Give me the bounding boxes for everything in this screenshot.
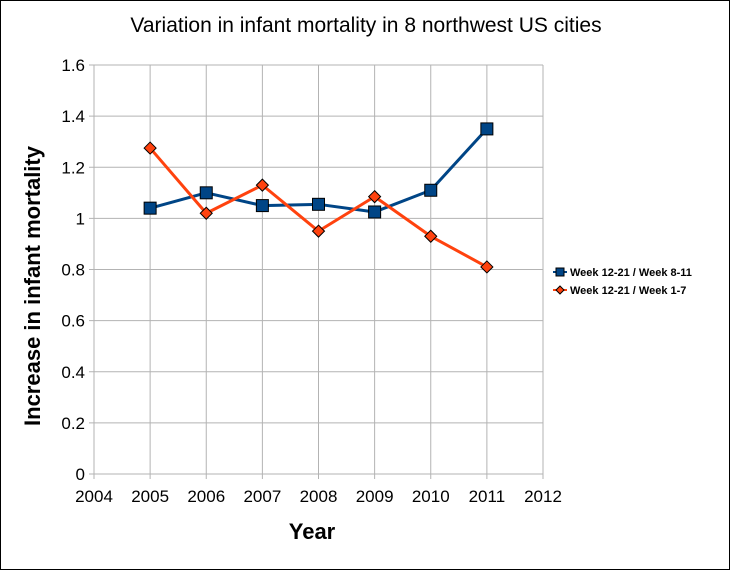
y-axis-title: Increase in infant mortality (20, 145, 45, 426)
data-point-1-2 (255, 178, 270, 192)
data-point-1-0 (143, 141, 157, 155)
x-tick-label-0: 2004 (75, 487, 113, 506)
y-tick-label-8: 1.6 (61, 56, 85, 75)
data-point-0-6 (480, 122, 494, 136)
data-point-1-1 (199, 206, 213, 220)
legend-label-0: Week 12-21 / Week 8-11 (570, 267, 692, 279)
data-point-0-4 (368, 205, 382, 219)
data-point-0-0 (143, 201, 157, 215)
legend: Week 12-21 / Week 8-11 Week 12-21 / Week … (553, 267, 692, 297)
x-tick-label-4: 2008 (300, 487, 338, 506)
legend-label-1: Week 12-21 / Week 1-7 (570, 285, 686, 297)
data-point-1-4 (367, 189, 382, 204)
x-tick-label-6: 2010 (412, 487, 450, 506)
data-point-0-3 (312, 197, 325, 211)
series-0 (143, 122, 494, 219)
x-tick-label-5: 2009 (356, 487, 394, 506)
y-tick-label-7: 1.4 (61, 107, 85, 126)
data-point-0-5 (424, 183, 438, 197)
data-point-1-3 (311, 224, 326, 238)
data-point-0-1 (199, 186, 213, 200)
x-tick-label-8: 2012 (524, 487, 562, 506)
y-tick-label-3: 0.6 (61, 312, 85, 331)
legend-marker-0 (555, 267, 565, 277)
series-group (143, 122, 494, 274)
y-tick-label-2: 0.4 (61, 363, 85, 382)
y-tick-label-1: 0.2 (61, 414, 85, 433)
x-tick-label-2: 2006 (187, 487, 225, 506)
x-axis-title: Year (289, 519, 336, 544)
y-tick-label-0: 0 (76, 465, 85, 484)
grid-lines (93, 64, 544, 475)
y-tick-label-6: 1.2 (61, 158, 85, 177)
series-1 (143, 141, 494, 274)
data-point-1-6 (480, 260, 494, 274)
chart-title: Variation in infant mortality in 8 north… (130, 14, 601, 37)
data-point-0-2 (255, 199, 269, 213)
x-tick-label-3: 2007 (243, 487, 281, 506)
tick-labels: 0 0.2 0.4 0.6 0.8 1 1.2 1.4 1.6 2004 2005 2006 2007 2… (61, 56, 562, 506)
data-point-1-5 (424, 229, 438, 243)
legend-marker-1 (555, 285, 565, 295)
x-tick-label-7: 2011 (469, 487, 506, 506)
y-tick-label-4: 0.8 (61, 261, 85, 280)
x-tick-label-1: 2005 (131, 487, 169, 506)
y-tick-label-5: 1 (76, 209, 85, 228)
axes (89, 64, 544, 479)
